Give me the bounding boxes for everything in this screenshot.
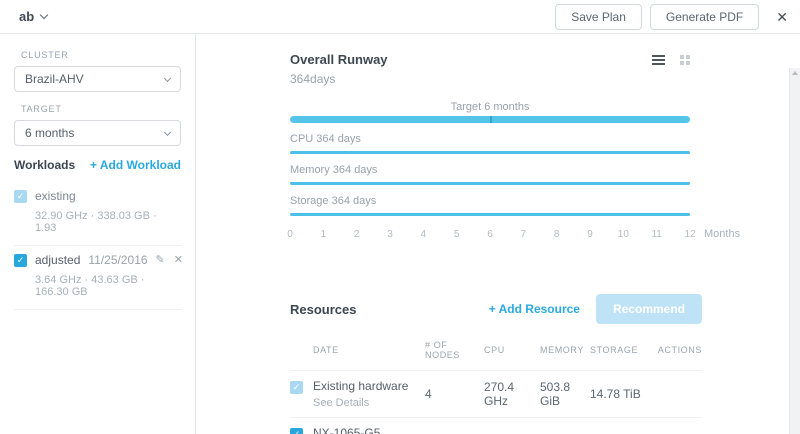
cluster-select-value: Brazil-AHV	[25, 72, 84, 86]
resource-name: Existing hardware	[313, 379, 409, 393]
col-actions: ACTIONS	[657, 345, 702, 355]
workload-item-existing: ✓ existing 32.90 GHz · 338.03 GB · 1.93	[14, 182, 181, 246]
workloads-title: Workloads	[14, 158, 76, 172]
resource-checkbox[interactable]: ✓	[290, 428, 303, 434]
check-icon: ✓	[16, 254, 25, 265]
generate-pdf-button[interactable]: Generate PDF	[649, 3, 760, 30]
check-icon: ✓	[292, 382, 301, 392]
chevron-down-icon	[39, 10, 49, 20]
axis-tick: 1	[320, 229, 327, 240]
sidebar: CLUSTER Brazil-AHV TARGET 6 months Workl…	[0, 34, 196, 434]
months-axis: 0 1 2 3 4 5 6 7 8 9 10 11 12 Months	[287, 228, 740, 242]
resource-name: NX-1065-G5	[313, 426, 381, 434]
plan-name-dropdown[interactable]: ab	[19, 9, 49, 24]
resource-storage: 14.78 TiB	[590, 387, 641, 401]
cluster-label: CLUSTER	[21, 50, 69, 60]
cpu-runway-row: CPU 364 days	[290, 133, 690, 154]
chevron-down-icon	[163, 128, 172, 136]
add-resource-link[interactable]: + Add Resource	[488, 302, 580, 316]
workload-date: 11/25/2016	[88, 253, 148, 267]
storage-bar-label: Storage 364 days	[290, 195, 377, 207]
axis-tick: 5	[453, 229, 460, 240]
check-icon: ✓	[292, 429, 301, 434]
recommend-button[interactable]: Recommend	[595, 294, 702, 324]
col-cpu: CPU	[484, 345, 505, 355]
axis-unit-label: Months	[704, 228, 741, 240]
save-plan-button[interactable]: Save Plan	[555, 3, 642, 30]
axis-tick: 9	[587, 229, 593, 240]
target-marker	[490, 116, 492, 123]
storage-runway-row: Storage 364 days	[290, 195, 690, 216]
grid-view-icon[interactable]	[680, 55, 690, 65]
axis-tick: 4	[420, 229, 427, 240]
table-header-row: DATE # OF NODES CPU MEMORY STORAGE ACTIO…	[290, 340, 702, 371]
see-details-link[interactable]: See Details	[313, 397, 370, 409]
runway-chart: Overall Runway 364days Target 6 months C…	[287, 52, 740, 242]
resources-table: DATE # OF NODES CPU MEMORY STORAGE ACTIO…	[290, 340, 702, 434]
table-row: ✓ NX-1065-G5 Deploy on 09/26/2016 7 33.6…	[290, 418, 702, 434]
memory-bar-label: Memory 364 days	[290, 164, 378, 176]
axis-tick: 7	[520, 229, 527, 240]
col-memory: MEMORY	[540, 345, 584, 355]
resource-memory: 503.8 GiB	[540, 380, 571, 408]
resource-checkbox[interactable]: ✓	[290, 381, 303, 394]
memory-runway-bar	[290, 182, 690, 185]
delete-icon[interactable]: ✕	[173, 253, 183, 266]
add-workload-link[interactable]: + Add Workload	[89, 158, 181, 172]
col-nodes: # OF NODES	[425, 340, 461, 360]
target-runway-row: Target 6 months	[290, 101, 690, 123]
cluster-select[interactable]: Brazil-AHV	[14, 66, 181, 92]
workload-checkbox[interactable]: ✓	[14, 253, 27, 267]
workload-summary: 32.90 GHz · 338.03 GB · 1.93	[35, 210, 157, 234]
axis-tick: 6	[487, 229, 493, 240]
target-runway-bar	[290, 116, 690, 123]
memory-runway-row: Memory 364 days	[290, 164, 690, 185]
axis-tick: 8	[553, 229, 560, 240]
axis-tick: 12	[684, 229, 696, 240]
workload-name: adjusted	[35, 253, 81, 267]
runway-title: Overall Runway	[290, 52, 388, 67]
col-date: DATE	[313, 345, 339, 355]
workload-summary: 3.64 GHz · 43.63 GB · 166.30 GB	[35, 274, 145, 298]
axis-tick: 11	[651, 229, 662, 240]
axis-tick: 3	[387, 229, 393, 240]
edit-icon[interactable]: ✎	[155, 253, 165, 266]
table-row: ✓ Existing hardware See Details 4 270.4 …	[290, 371, 702, 418]
main-panel: Overall Runway 364days Target 6 months C…	[196, 34, 800, 434]
content-area: CLUSTER Brazil-AHV TARGET 6 months Workl…	[0, 34, 800, 434]
scroll-up-icon[interactable]	[792, 71, 798, 75]
vertical-scrollbar[interactable]	[789, 68, 800, 434]
menu-icon[interactable]	[652, 55, 665, 65]
col-storage: STORAGE	[590, 345, 639, 355]
chevron-down-icon	[163, 74, 172, 82]
top-bar: ab Save Plan Generate PDF ✕	[0, 0, 800, 34]
target-select-value: 6 months	[25, 126, 75, 140]
target-bar-label: Target 6 months	[450, 101, 530, 113]
resource-nodes: 4	[425, 387, 432, 401]
resources-title: Resources	[290, 301, 357, 317]
resource-cpu: 270.4 GHz	[484, 380, 515, 408]
workload-checkbox[interactable]: ✓	[14, 189, 27, 203]
axis-tick: 10	[617, 229, 629, 240]
plan-name: ab	[19, 9, 35, 24]
check-icon: ✓	[16, 190, 25, 201]
axis-tick: 2	[353, 229, 360, 240]
runway-subtitle: 364days	[290, 72, 336, 86]
close-icon[interactable]: ✕	[776, 8, 788, 25]
target-label: TARGET	[21, 104, 62, 114]
workload-name: existing	[35, 189, 76, 203]
storage-runway-bar	[290, 213, 690, 216]
resources-section: Resources + Add Resource Recommend DATE …	[290, 294, 702, 434]
cpu-runway-bar	[290, 151, 690, 154]
axis-tick: 0	[287, 229, 293, 240]
cpu-bar-label: CPU 364 days	[290, 133, 361, 145]
workload-item-adjusted: ✓ adjusted 11/25/2016 ✎ ✕ 3.64 GHz · 43.…	[14, 246, 183, 310]
target-select[interactable]: 6 months	[14, 120, 181, 146]
